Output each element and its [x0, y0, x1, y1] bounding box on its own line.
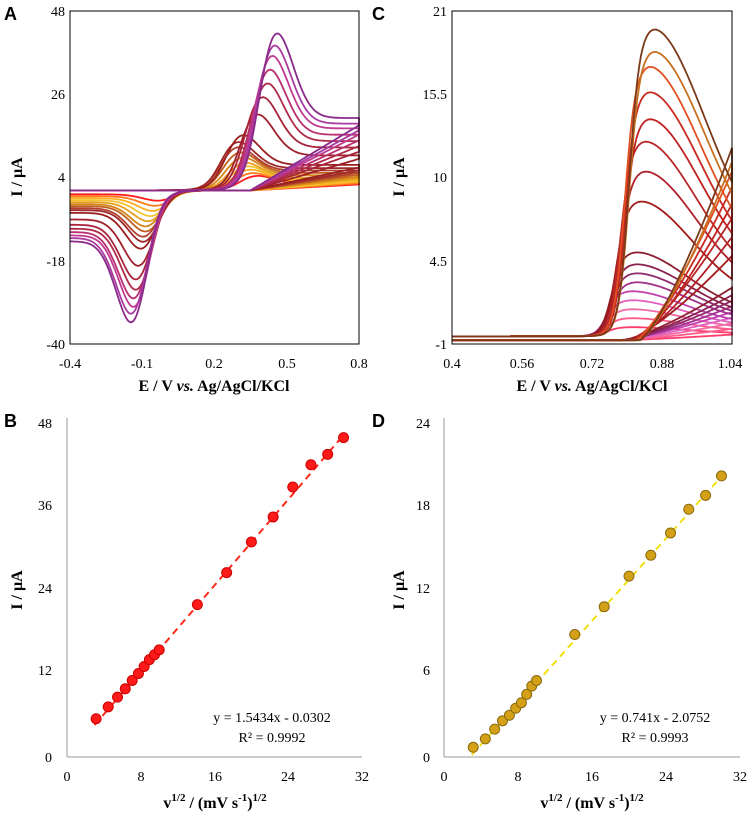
plot-frame-a — [69, 10, 360, 345]
fit-equation-d: y = 0.741x - 2.0752 — [600, 711, 711, 726]
data-point-b-1 — [90, 713, 102, 725]
cv-curve-c-14 — [452, 91, 733, 342]
cv-curve-c-11 — [452, 170, 733, 342]
ytick-a-48: 48 — [51, 5, 65, 20]
data-point-d-3 — [489, 723, 501, 735]
xlabel-b: v1/2 / (mV s-1)1/2 — [163, 792, 267, 812]
ylabel-d: I / µA — [391, 570, 408, 610]
data-point-d-18 — [716, 470, 727, 482]
xtick-b-8: 8 — [138, 770, 145, 785]
scatter-points-b — [90, 432, 350, 725]
data-point-b-18 — [338, 432, 350, 444]
panel-letter-d: D — [372, 411, 385, 431]
r-squared-b: R² = 0.9992 — [239, 731, 306, 746]
cv-curve-c-12 — [452, 140, 733, 342]
xtick-a-0.2: 0.2 — [205, 357, 223, 372]
data-point-b-13 — [245, 536, 257, 548]
data-point-d-5 — [503, 709, 515, 721]
xtick-a-0.5: 0.5 — [278, 357, 296, 372]
data-point-b-12 — [221, 567, 233, 579]
xtick-c-0.72: 0.72 — [580, 357, 605, 372]
ytick-c-neg1: -1 — [435, 338, 447, 353]
ytick-c-21: 21 — [433, 5, 447, 20]
xtick-a-neg0.1: -0.1 — [131, 357, 153, 372]
data-point-d-7 — [515, 697, 527, 709]
data-point-d-14 — [645, 549, 657, 561]
panel-b: B 48 36 24 12 0 0 8 16 24 32 y = 1.5434x… — [4, 411, 369, 812]
panel-letter-a: A — [4, 4, 17, 24]
xtick-d-16: 16 — [585, 770, 599, 785]
data-point-b-15 — [287, 481, 299, 493]
xlabel-a: E / V vs. Ag/AgCl/KCl — [139, 378, 291, 395]
r-squared-d: R² = 0.9993 — [622, 731, 689, 746]
ytick-b-48: 48 — [38, 417, 52, 432]
ytick-d-24: 24 — [416, 417, 430, 432]
panel-d: D 24 18 12 6 0 0 8 16 24 32 y = 0.741x -… — [372, 411, 747, 812]
xtick-b-24: 24 — [281, 770, 295, 785]
data-point-d-1 — [467, 741, 479, 753]
xtick-c-1.04: 1.04 — [718, 357, 743, 372]
data-point-b-11 — [191, 599, 203, 611]
data-point-b-14 — [267, 511, 279, 523]
panel-letter-c: C — [372, 4, 385, 24]
ytick-c-10: 10 — [433, 171, 447, 186]
data-point-b-17 — [322, 448, 334, 460]
xtick-d-32: 32 — [733, 770, 747, 785]
data-point-d-16 — [683, 503, 695, 515]
xtick-d-8: 8 — [515, 770, 522, 785]
panel-letter-b: B — [4, 411, 17, 431]
data-point-b-10 — [153, 644, 165, 656]
xtick-b-32: 32 — [355, 770, 369, 785]
xtick-b-16: 16 — [208, 770, 222, 785]
plot-frame-c — [451, 10, 733, 345]
fit-equation-b: y = 1.5434x - 0.0302 — [213, 711, 331, 726]
ytick-b-0: 0 — [45, 751, 52, 766]
data-point-b-3 — [112, 691, 124, 703]
ytick-d-6: 6 — [423, 664, 430, 679]
ytick-a-neg40: -40 — [46, 338, 65, 353]
xlabel-d: v1/2 / (mV s-1)1/2 — [540, 792, 644, 812]
xtick-d-24: 24 — [659, 770, 673, 785]
data-point-d-13 — [623, 570, 635, 582]
ytick-a-4: 4 — [58, 171, 65, 186]
data-point-b-5 — [126, 674, 138, 686]
data-point-b-4 — [119, 683, 131, 695]
ytick-c-4.5: 4.5 — [430, 255, 448, 270]
data-point-b-16 — [305, 459, 317, 471]
panel-a: A 48 26 4 -18 -40 -0.4 -0.1 0.2 0.5 0.8 … — [4, 4, 368, 395]
ytick-c-15.5: 15.5 — [423, 88, 448, 103]
cv-curves-a — [70, 32, 360, 324]
data-point-d-12 — [598, 601, 610, 613]
ytick-b-24: 24 — [38, 582, 52, 597]
ytick-a-26: 26 — [51, 88, 65, 103]
ylabel-a: I / µA — [9, 157, 26, 197]
data-point-d-10 — [531, 674, 542, 686]
scatter-points-d — [467, 470, 727, 753]
xtick-c-0.88: 0.88 — [650, 357, 675, 372]
ytick-b-12: 12 — [38, 664, 52, 679]
xtick-a-0.8: 0.8 — [350, 357, 368, 372]
data-point-d-11 — [569, 629, 581, 641]
xtick-c-0.56: 0.56 — [510, 357, 535, 372]
cv-curves-c — [452, 28, 733, 342]
xtick-c-0.4: 0.4 — [443, 357, 461, 372]
ytick-b-36: 36 — [38, 499, 52, 514]
ytick-d-18: 18 — [416, 499, 430, 514]
data-point-d-15 — [665, 527, 677, 539]
ylabel-b: I / µA — [9, 570, 26, 610]
data-point-d-2 — [479, 733, 491, 745]
panel-c: C 21 15.5 10 4.5 -1 0.4 0.56 0.72 0.88 1… — [372, 4, 742, 395]
ytick-d-12: 12 — [416, 582, 430, 597]
data-point-b-2 — [102, 701, 114, 713]
data-point-d-8 — [521, 688, 533, 700]
xtick-a-neg0.4: -0.4 — [59, 357, 81, 372]
xtick-d-0: 0 — [441, 770, 448, 785]
xlabel-c: E / V vs. Ag/AgCl/KCl — [517, 378, 669, 395]
data-point-d-17 — [700, 489, 712, 501]
ytick-a-neg18: -18 — [46, 255, 65, 270]
ytick-d-0: 0 — [423, 751, 430, 766]
ylabel-c: I / µA — [391, 157, 408, 197]
xtick-b-0: 0 — [64, 770, 71, 785]
